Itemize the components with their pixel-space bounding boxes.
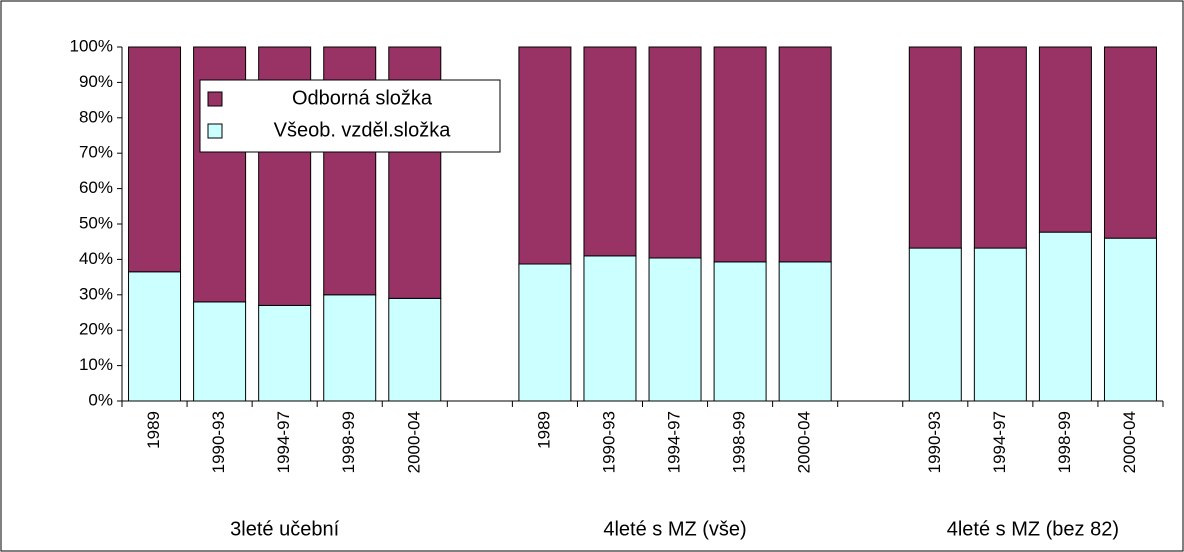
x-tick-label: 2000-04 — [404, 411, 423, 473]
bar-segment — [908, 247, 962, 402]
group-label: 3leté učební — [230, 518, 339, 540]
x-tick-label: 1990-93 — [925, 411, 944, 473]
bar-segment — [518, 263, 572, 402]
bar-segment — [128, 271, 182, 402]
legend-label: Všeob. vzděl.složka — [274, 119, 452, 141]
legend-label: Odborná složka — [292, 87, 433, 109]
y-tick-label: 60% — [79, 178, 113, 197]
x-tick-label: 1990-93 — [209, 411, 228, 473]
x-tick-label: 2000-04 — [795, 411, 814, 473]
x-tick-label: 1994-97 — [665, 411, 684, 473]
x-tick-label: 1989 — [534, 411, 553, 449]
x-tick-label: 1994-97 — [990, 411, 1009, 473]
bar-segment — [973, 247, 1027, 402]
y-tick-label: 80% — [79, 107, 113, 126]
bar-segment — [1038, 46, 1092, 233]
x-tick-label: 1989 — [144, 411, 163, 449]
legend-swatch — [207, 91, 223, 107]
group-label: 4leté s MZ (bez 82) — [947, 518, 1119, 540]
bar-segment — [323, 294, 377, 402]
bar-segment — [1103, 237, 1157, 402]
bar-segment — [583, 46, 637, 257]
bar-segment — [128, 46, 182, 273]
y-tick-label: 100% — [70, 36, 113, 55]
legend: Odborná složka Všeob. vzděl.složka — [199, 79, 501, 153]
y-tick-label: 70% — [79, 143, 113, 162]
bar-segment — [713, 261, 767, 402]
x-tick-label: 1998-99 — [730, 411, 749, 473]
y-tick-label: 0% — [88, 390, 113, 409]
x-tick-label: 1998-99 — [1055, 411, 1074, 473]
x-tick-label: 1998-99 — [339, 411, 358, 473]
legend-box — [199, 79, 501, 153]
y-tick-label: 40% — [79, 249, 113, 268]
bar-segment — [713, 46, 767, 263]
x-tick-label: 2000-04 — [1120, 411, 1139, 473]
bar-segment — [778, 46, 832, 263]
x-tick-label: 1990-93 — [599, 411, 618, 473]
bar-segment — [648, 46, 702, 259]
x-tick-label: 1994-97 — [274, 411, 293, 473]
bar-segment — [1038, 231, 1092, 402]
y-tick-label: 90% — [79, 72, 113, 91]
bar-segment — [778, 261, 832, 402]
y-tick-label: 20% — [79, 320, 113, 339]
y-tick-label: 10% — [79, 355, 113, 374]
bar-segment — [908, 46, 962, 249]
legend-swatch — [207, 123, 223, 139]
bar-segment — [193, 301, 247, 402]
bar-segment — [1103, 46, 1157, 239]
bar-segment — [258, 304, 312, 402]
bar-segment — [518, 46, 572, 265]
bar-segment — [648, 257, 702, 402]
bar-segment — [583, 255, 637, 402]
y-tick-label: 30% — [79, 284, 113, 303]
bar-segment — [388, 297, 442, 402]
y-tick-label: 50% — [79, 213, 113, 232]
bar-segment — [973, 46, 1027, 249]
group-label: 4leté s MZ (vše) — [603, 518, 746, 540]
